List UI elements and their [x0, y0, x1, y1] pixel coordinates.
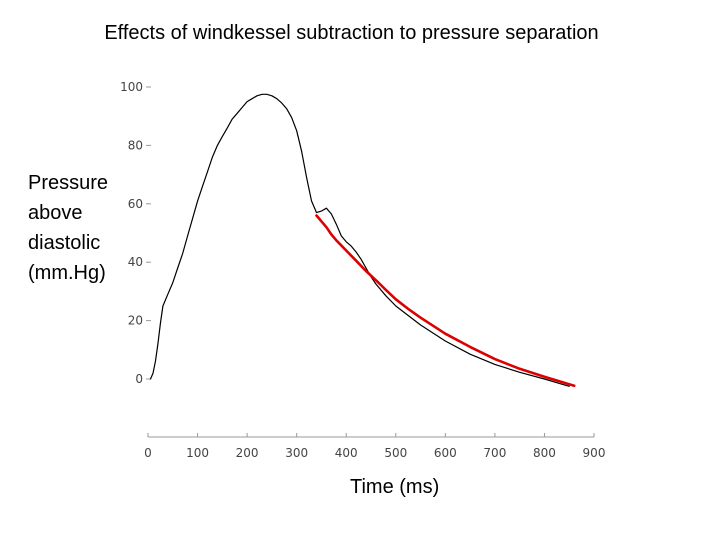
series-layer [149, 93, 576, 387]
x-tick-label: 300 [285, 446, 308, 460]
measured-pressure-line [149, 93, 570, 387]
x-axis-label: Time (ms) [350, 476, 440, 498]
x-tick-label: 800 [533, 446, 556, 460]
x-tick-label: 0 [144, 446, 152, 460]
y-axis-label-line: Pressure [28, 172, 109, 194]
x-tick-label: 400 [335, 446, 358, 460]
y-tick-label: 60 [128, 197, 143, 211]
y-tick-label: 40 [128, 255, 143, 269]
y-axis-label: Pressure above diastolic (mm.Hg) [28, 168, 108, 288]
x-tick-label: 500 [384, 446, 407, 460]
y-tick-label: 100 [120, 80, 143, 94]
y-tick-label: 0 [135, 372, 143, 386]
chart-title: Effects of windkessel subtraction to pre… [104, 22, 599, 44]
y-tick-label: 80 [128, 138, 143, 152]
axes: 0 100 200 300 400 500 600 700 800 900 0 20 40 60 80 100 [120, 80, 605, 460]
x-tick-label: 200 [236, 446, 259, 460]
y-tick-label: 20 [128, 314, 143, 328]
windkessel-fit-line [315, 214, 576, 387]
y-axis-label-line: (mm.Hg) [28, 262, 106, 284]
y-axis-label-line: diastolic [28, 232, 101, 254]
y-axis-label-line: above [28, 202, 83, 224]
x-tick-label: 700 [483, 446, 506, 460]
x-tick-label: 900 [583, 446, 606, 460]
x-tick-label: 100 [186, 446, 209, 460]
x-tick-label: 600 [434, 446, 457, 460]
